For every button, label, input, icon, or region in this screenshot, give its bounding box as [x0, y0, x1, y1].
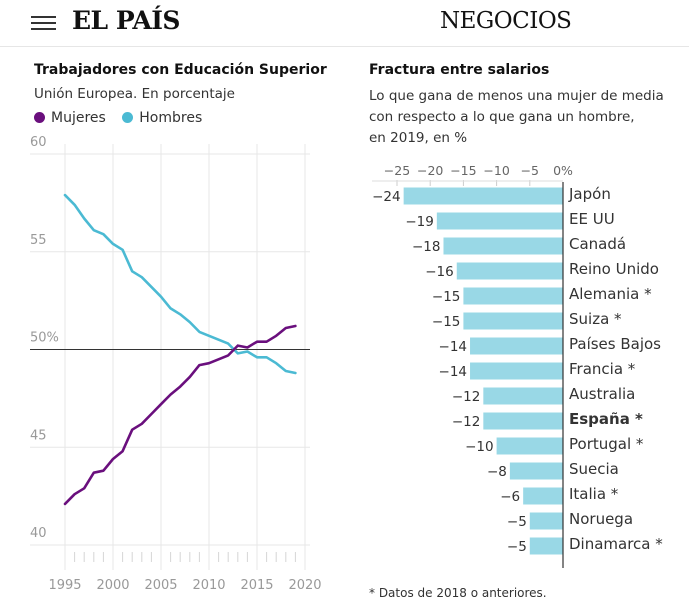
left-chart-subtitle: Unión Europea. En porcentaje [34, 86, 235, 102]
bar-x-tick-label: −25 [384, 163, 410, 178]
hombres-swatch [122, 112, 134, 123]
bar-category-label: España * [569, 410, 643, 428]
bar-value-label: −24 [372, 189, 401, 205]
footnote: * Datos de 2018 o anteriores. [369, 586, 547, 600]
bar-category-label: Francia * [569, 360, 636, 378]
series-line-hombres [63, 193, 297, 375]
y-tick-label: 40 [30, 526, 47, 541]
bar [509, 462, 563, 480]
right-subtitle-line-3: en 2019, en % [369, 130, 468, 146]
legend: Mujeres Hombres [34, 110, 214, 126]
bar-category-label: Suecia [569, 460, 619, 478]
bar-x-tick-label: −5 [521, 163, 539, 178]
brand-logo[interactable]: EL PAÍS [72, 6, 180, 35]
section-title[interactable]: NEGOCIOS [440, 8, 572, 34]
bar [463, 312, 563, 330]
right-subtitle-line-2: con respecto a lo que gana un hombre, [369, 109, 635, 125]
bar [456, 262, 563, 280]
legend-item-hombres: Hombres [122, 110, 202, 126]
bar-category-label: EE UU [569, 210, 615, 228]
bar-value-label: −10 [465, 439, 494, 455]
bar [496, 437, 563, 455]
bar-category-label: Alemania * [569, 285, 652, 303]
bar [470, 362, 563, 380]
x-tick-label: 2010 [192, 578, 225, 593]
y-tick-label: 45 [30, 428, 47, 443]
bar-category-label: Reino Unido [569, 260, 659, 278]
bar-x-tick-label: −15 [450, 163, 476, 178]
bar-value-label: −14 [439, 339, 468, 355]
bar [403, 187, 563, 205]
bar-value-label: −5 [507, 514, 527, 530]
right-subtitle-line-1: Lo que gana de menos una mujer de media [369, 88, 664, 104]
bar-value-label: −14 [439, 364, 468, 380]
bar-value-label: −16 [425, 264, 454, 280]
bar-category-label: Italia * [569, 485, 619, 503]
site-header: EL PAÍS NEGOCIOS [0, 0, 689, 47]
bar [523, 487, 563, 505]
bar [529, 537, 563, 555]
x-tick-label: 2005 [144, 578, 177, 593]
menu-icon[interactable] [31, 15, 56, 31]
bar-value-label: −12 [452, 414, 481, 430]
x-tick-label: 2015 [240, 578, 273, 593]
x-tick-label: 1995 [48, 578, 81, 593]
series-line-mujeres [63, 324, 297, 506]
bar-value-label: −12 [452, 389, 481, 405]
bar-value-label: −5 [507, 539, 527, 555]
bar-category-label: Países Bajos [569, 335, 661, 353]
bar-value-label: −15 [432, 289, 461, 305]
bar-value-label: −6 [500, 489, 520, 505]
left-chart-title: Trabajadores con Educación Superior [34, 62, 327, 78]
bar-category-label: Noruega [569, 510, 633, 528]
y-tick-label: 50% [30, 331, 59, 346]
y-tick-label: 60 [30, 135, 47, 150]
bar-x-tick-label: 0% [553, 163, 573, 178]
x-tick-label: 2000 [96, 578, 129, 593]
bar-category-label: Dinamarca * [569, 535, 663, 553]
bar-x-tick-label: −10 [483, 163, 509, 178]
bar-value-label: −8 [487, 464, 507, 480]
bar [443, 237, 563, 255]
bar-category-label: Suiza * [569, 310, 622, 328]
right-chart-subtitle: Lo que gana de menos una mujer de media … [369, 86, 664, 149]
legend-label-mujeres: Mujeres [51, 110, 106, 126]
legend-label-hombres: Hombres [139, 110, 203, 126]
bar [529, 512, 563, 530]
bar-value-label: −18 [412, 239, 441, 255]
mujeres-swatch [34, 112, 45, 123]
y-tick-label: 55 [30, 233, 47, 248]
legend-item-mujeres: Mujeres [34, 110, 106, 126]
bar-category-label: Portugal * [569, 435, 644, 453]
bar [436, 212, 563, 230]
bar [463, 287, 563, 305]
bar-category-label: Australia [569, 385, 635, 403]
bar-category-label: Canadá [569, 235, 626, 253]
bar [470, 337, 563, 355]
right-chart-title: Fractura entre salarios [369, 62, 550, 78]
bar [483, 412, 563, 430]
x-tick-label: 2020 [288, 578, 321, 593]
bar-value-label: −15 [432, 314, 461, 330]
bar-category-label: Japón [568, 185, 611, 203]
bar-x-tick-label: −20 [417, 163, 443, 178]
bar [483, 387, 563, 405]
bar-value-label: −19 [405, 214, 434, 230]
